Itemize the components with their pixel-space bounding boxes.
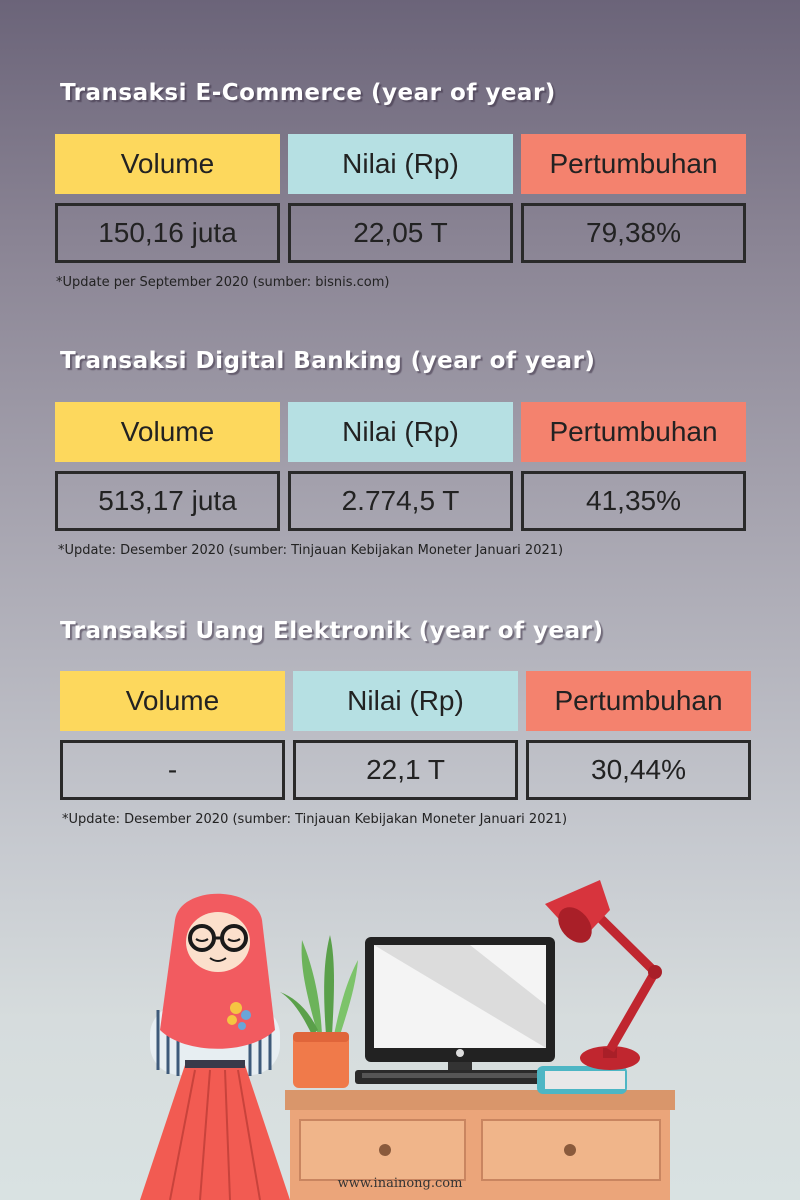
header-pertumbuhan: Pertumbuhan [521,134,746,194]
value-volume: 150,16 juta [55,203,280,263]
header-pertumbuhan: Pertumbuhan [526,671,751,731]
plant-pot-icon [280,935,358,1088]
workspace-illustration [140,880,675,1200]
section-title-digital-banking: Transaksi Digital Banking (year of year) [60,348,596,374]
value-nilai: 22,1 T [293,740,518,800]
header-nilai: Nilai (Rp) [293,671,518,731]
value-row-uang-elektronik: - 22,1 T 30,44% [60,740,751,800]
value-pertumbuhan: 79,38% [521,203,746,263]
woman-hijab-icon [140,893,290,1200]
value-row-digital-banking: 513,17 juta 2.774,5 T 41,35% [55,471,746,531]
desk-icon [285,1090,675,1200]
value-volume: - [60,740,285,800]
value-volume: 513,17 juta [55,471,280,531]
book-icon [537,1066,627,1094]
header-row-uang-elektronik: Volume Nilai (Rp) Pertumbuhan [60,671,751,731]
header-nilai: Nilai (Rp) [288,134,513,194]
header-pertumbuhan: Pertumbuhan [521,402,746,462]
note-digital-banking: *Update: Desember 2020 (sumber: Tinjauan… [58,543,564,558]
computer-monitor-icon [355,937,555,1084]
value-row-ecommerce: 150,16 juta 22,05 T 79,38% [55,203,746,263]
value-pertumbuhan: 41,35% [521,471,746,531]
header-nilai: Nilai (Rp) [288,402,513,462]
value-nilai: 2.774,5 T [288,471,513,531]
note-uang-elektronik: *Update: Desember 2020 (sumber: Tinjauan… [62,812,568,827]
header-volume: Volume [60,671,285,731]
section-title-uang-elektronik: Transaksi Uang Elektronik (year of year) [60,618,604,644]
header-volume: Volume [55,134,280,194]
header-row-digital-banking: Volume Nilai (Rp) Pertumbuhan [55,402,746,462]
website-footer: www.inainong.com [337,1176,463,1191]
note-ecommerce: *Update per September 2020 (sumber: bisn… [56,275,390,290]
value-nilai: 22,05 T [288,203,513,263]
value-pertumbuhan: 30,44% [526,740,751,800]
header-volume: Volume [55,402,280,462]
section-title-ecommerce: Transaksi E-Commerce (year of year) [60,80,556,106]
desk-lamp-icon [545,880,662,1070]
header-row-ecommerce: Volume Nilai (Rp) Pertumbuhan [55,134,746,194]
